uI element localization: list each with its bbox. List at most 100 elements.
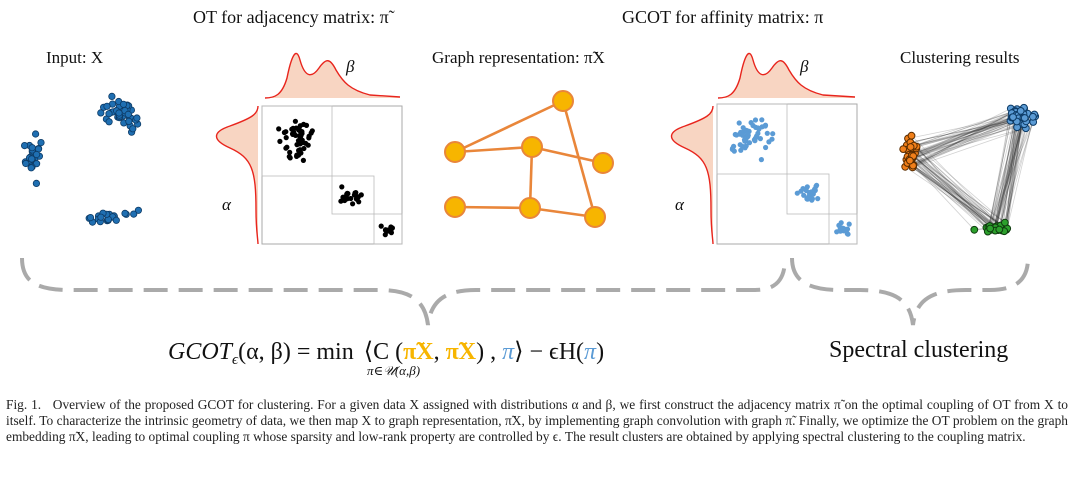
braces xyxy=(20,257,1030,326)
cluster-edge xyxy=(1005,121,1023,229)
caption-fig-no: Fig. 1. xyxy=(6,397,42,412)
cluster-edge xyxy=(996,123,1023,227)
cluster-edge xyxy=(912,110,1016,155)
matrix-dot xyxy=(740,125,746,131)
formula-body-4: ) xyxy=(596,339,604,365)
cluster-edge xyxy=(907,138,1006,223)
gcot-block-1 xyxy=(716,103,788,175)
cluster-edge xyxy=(911,121,1022,159)
beta-label: β xyxy=(345,57,355,76)
cluster-node-blue xyxy=(1020,114,1029,122)
cluster-edge xyxy=(994,121,1022,228)
cluster-edge xyxy=(1004,114,1035,223)
cluster-edge xyxy=(910,116,1014,148)
cluster-edge xyxy=(916,118,1026,147)
cluster-edge xyxy=(911,110,1017,160)
cluster-edge xyxy=(905,120,1027,168)
matrix-dot xyxy=(287,149,293,155)
cluster-edge xyxy=(911,122,1023,156)
input-point xyxy=(37,139,45,147)
figure-caption: Fig. 1. Overview of the proposed GCOT fo… xyxy=(6,397,1068,446)
cluster-node-blue xyxy=(1029,112,1037,121)
matrix-dot xyxy=(350,201,356,207)
input-point xyxy=(124,110,132,119)
input-point xyxy=(28,155,36,163)
cluster-edge xyxy=(1006,110,1017,230)
cluster-edge xyxy=(910,142,996,228)
cluster-edge xyxy=(1006,123,1023,229)
spectral-label: Spectral clustering xyxy=(829,337,1008,363)
matrix-dot xyxy=(764,130,770,136)
ot-block-1 xyxy=(261,105,333,177)
input-point xyxy=(105,118,113,126)
cluster-edge xyxy=(911,117,1019,156)
cluster-edge xyxy=(1000,123,1023,227)
matrix-dot xyxy=(305,142,311,148)
matrix-dot xyxy=(814,182,820,188)
matrix-dot xyxy=(289,131,296,137)
cluster-edge xyxy=(912,127,1027,168)
formula-pix-1: π̃X xyxy=(403,339,434,365)
cluster-edge xyxy=(994,117,1024,231)
input-point xyxy=(125,117,133,126)
formula-sub-min: π∈𝒰(α,β) xyxy=(367,363,420,378)
matrix-dot xyxy=(294,142,300,148)
input-point xyxy=(134,206,142,214)
cluster-edge xyxy=(907,126,1018,157)
graph-nodes xyxy=(444,90,614,228)
formula-body-1: ⟨C ( xyxy=(364,339,403,365)
matrix-dot xyxy=(281,129,287,136)
matrix-dot xyxy=(733,132,740,138)
input-point xyxy=(115,109,123,117)
gcot-formula: GCOTϵ(α, β) = min ⟨C (π̃X, π̃X) , π⟩ − ϵH… xyxy=(168,339,604,368)
matrix-dot xyxy=(296,147,302,154)
matrix-dot xyxy=(387,228,393,234)
graph-edges xyxy=(454,99,604,219)
input-point xyxy=(133,114,141,122)
cluster-edge xyxy=(913,120,1011,166)
cluster-edge xyxy=(905,118,1026,168)
cluster-edge xyxy=(907,117,1013,139)
matrix-dot xyxy=(844,231,850,237)
formula-comma: , xyxy=(434,339,446,365)
cluster-edge xyxy=(911,154,996,228)
cluster-edge xyxy=(1006,107,1025,229)
cluster-edge xyxy=(993,117,1026,229)
matrix-dot xyxy=(283,135,289,141)
cluster-edge xyxy=(912,167,1006,228)
cluster-edge xyxy=(990,108,1012,230)
cluster-edge xyxy=(912,113,1024,155)
matrix-dot xyxy=(309,128,315,134)
clustering-results xyxy=(899,103,1040,236)
cluster-edge xyxy=(1003,113,1024,232)
caption-text: Overview of the proposed GCOT for cluste… xyxy=(6,397,1069,445)
left-brace xyxy=(20,257,787,326)
matrix-dot xyxy=(759,117,765,123)
input-point xyxy=(97,213,105,221)
matrix-dot xyxy=(298,131,304,137)
matrix-dot xyxy=(292,118,298,124)
matrix-dot xyxy=(382,232,388,238)
cluster-edge xyxy=(990,119,1016,230)
cluster-edge xyxy=(906,117,1019,151)
cluster-edge xyxy=(907,156,994,229)
cluster-edge xyxy=(912,110,1016,168)
beta-label-2: β xyxy=(799,57,809,76)
cluster-edge xyxy=(912,165,989,232)
cluster-edge xyxy=(912,121,1017,168)
cluster-edge xyxy=(913,164,975,231)
cluster-edge xyxy=(906,149,998,227)
matrix-dot xyxy=(801,192,807,198)
graph-node xyxy=(444,141,466,163)
cluster-node-orange xyxy=(899,145,908,154)
matrix-dot xyxy=(378,223,384,229)
cluster-edge xyxy=(906,118,1026,161)
graph-node xyxy=(444,196,466,218)
beta-marginal-fill-2 xyxy=(718,53,855,98)
cluster-node-green xyxy=(1001,218,1009,227)
ot-block-3 xyxy=(373,213,403,245)
cluster-edge xyxy=(1006,123,1022,230)
ot-block-2 xyxy=(331,175,375,215)
matrix-dot xyxy=(763,144,769,151)
matrix-dot xyxy=(729,146,736,152)
